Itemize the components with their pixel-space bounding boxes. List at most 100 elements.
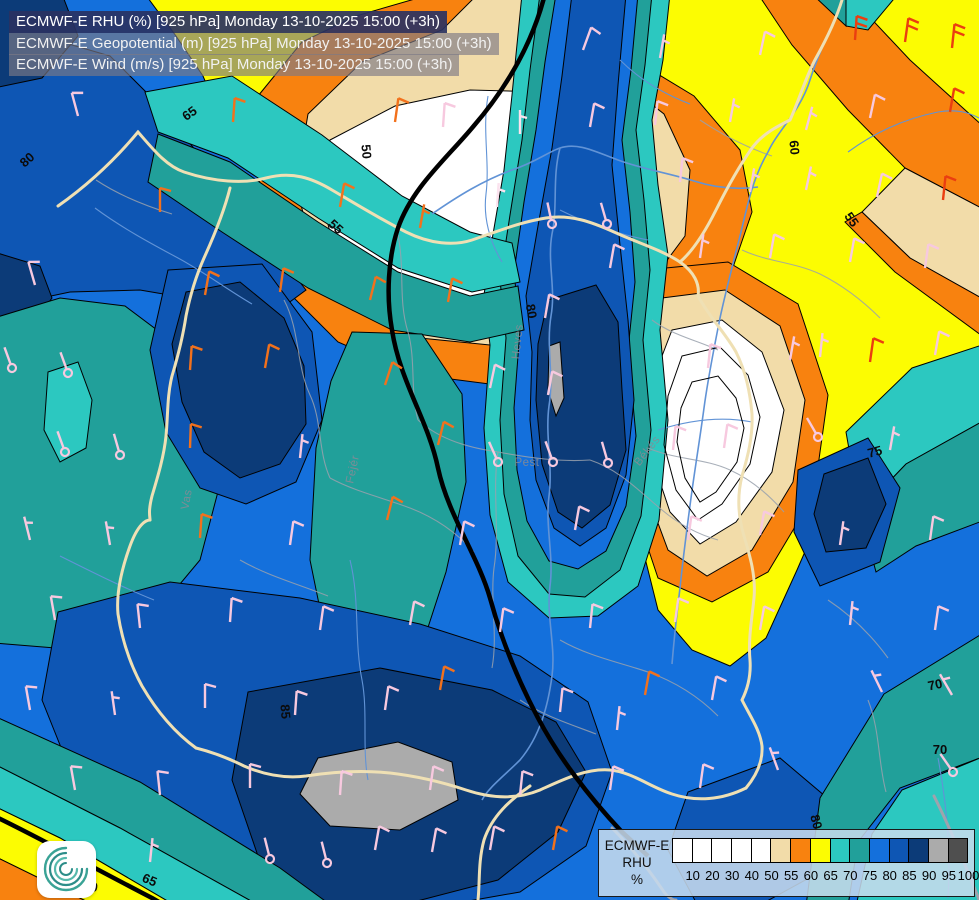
rhu-region-cyan-band-nw — [144, 75, 521, 293]
wind-barb — [70, 91, 84, 117]
wind-barb — [938, 673, 954, 696]
wind-barb — [49, 595, 63, 621]
wind-barb — [418, 204, 431, 229]
wind-barb — [408, 600, 425, 626]
contour-value-label: 85 — [277, 704, 293, 720]
wind-barb — [288, 520, 305, 546]
contour-value-label: 60 — [786, 140, 802, 156]
legend-tick: 20 — [705, 868, 720, 883]
wind-barb — [758, 30, 776, 56]
river — [59, 555, 155, 601]
river — [484, 95, 503, 263]
wind-barb — [903, 17, 920, 43]
country-border — [678, 0, 844, 264]
wind-barb — [658, 34, 671, 59]
wind-barb — [868, 337, 885, 363]
legend-swatch — [849, 838, 870, 863]
legend-tick: 85 — [902, 868, 917, 883]
wind-barb — [430, 827, 447, 853]
wind-barb — [393, 97, 410, 123]
contour-value-label: 75 — [866, 443, 884, 461]
wind-barb — [933, 330, 950, 356]
wind-barb — [678, 157, 694, 183]
wind-barb — [853, 14, 868, 41]
wind-barb — [203, 270, 220, 296]
wind-barb — [436, 420, 455, 446]
legend-tick: 95 — [941, 868, 957, 883]
wind-barb — [383, 685, 400, 711]
legend-tick: 55 — [783, 868, 799, 883]
wind-barb — [112, 433, 126, 461]
rhu-region-gray-sliver-bullseye — [547, 341, 565, 418]
wind-barb — [573, 505, 590, 531]
wind-barb — [27, 260, 40, 286]
wind-barb — [278, 267, 295, 293]
wind-barb — [948, 87, 965, 113]
legend-swatch — [947, 838, 969, 863]
legend-tick: 50 — [764, 868, 779, 883]
legend-swatch — [927, 838, 949, 863]
legend-tick: 80 — [882, 868, 897, 883]
legend-tick: 40 — [744, 868, 760, 883]
rhu-region-navy-blob-west — [171, 281, 307, 479]
wind-barb — [263, 837, 276, 865]
wind-barb — [110, 691, 120, 716]
wind-barb — [383, 361, 403, 386]
contour-value-label: 65 — [179, 103, 199, 124]
contour-value-label: 50 — [358, 144, 374, 160]
rhu-region-orange-strip-ne — [844, 211, 979, 335]
wind-barb — [804, 166, 817, 191]
wind-barb — [686, 515, 703, 541]
river — [671, 1, 843, 665]
wind-barb — [875, 172, 893, 198]
wind-barb — [148, 838, 160, 863]
wind-barb — [518, 770, 534, 796]
wind-barb — [458, 520, 475, 546]
legend-swatch — [790, 838, 811, 863]
legend-swatch — [672, 838, 693, 863]
county-name-label: Vas — [179, 488, 194, 510]
wind-barb — [69, 765, 83, 791]
wind-barb — [615, 706, 627, 731]
wind-barb — [518, 110, 528, 134]
river — [619, 59, 691, 105]
wind-barb — [600, 441, 614, 469]
wind-barb — [203, 682, 217, 708]
county-border — [589, 459, 719, 541]
wind-barb — [923, 243, 940, 269]
country-border — [194, 746, 748, 801]
legend-color-scale — [672, 838, 969, 863]
wind-barb — [3, 346, 18, 374]
wind-barb — [198, 512, 213, 539]
river — [431, 145, 759, 215]
legend-swatch — [770, 838, 792, 863]
geopotential-line — [386, 0, 650, 858]
river — [657, 418, 753, 431]
wind-barb — [728, 98, 741, 123]
wind-barb — [373, 825, 390, 851]
wind-barb — [385, 495, 404, 521]
wind-barb — [546, 370, 563, 396]
river — [94, 207, 253, 305]
wind-barb — [59, 351, 74, 379]
county-border — [651, 319, 719, 351]
legend-tick: 30 — [724, 868, 740, 883]
legend-tick: 100 — [957, 868, 979, 883]
wind-barb — [722, 423, 739, 449]
wind-barb — [156, 769, 169, 796]
legend: ECMWF-E RHU % 10 20 30 40 50 55 60 65 70 75 80 85 90… — [598, 829, 979, 897]
wind-barb — [318, 605, 335, 631]
contour-value-label: 65 — [140, 870, 159, 889]
country-border — [148, 186, 232, 522]
legend-model: ECMWF-E — [604, 838, 670, 853]
legend-swatch — [888, 838, 910, 863]
wind-barb — [104, 521, 115, 546]
wind-barb — [804, 106, 818, 131]
rhu-region-navy-patch-east — [813, 457, 887, 553]
contour-value-label: 55 — [841, 209, 862, 229]
county-border — [95, 179, 173, 215]
legend-tick: 10 — [685, 868, 700, 883]
wind-barb — [228, 596, 243, 623]
wind-barb — [558, 687, 574, 713]
